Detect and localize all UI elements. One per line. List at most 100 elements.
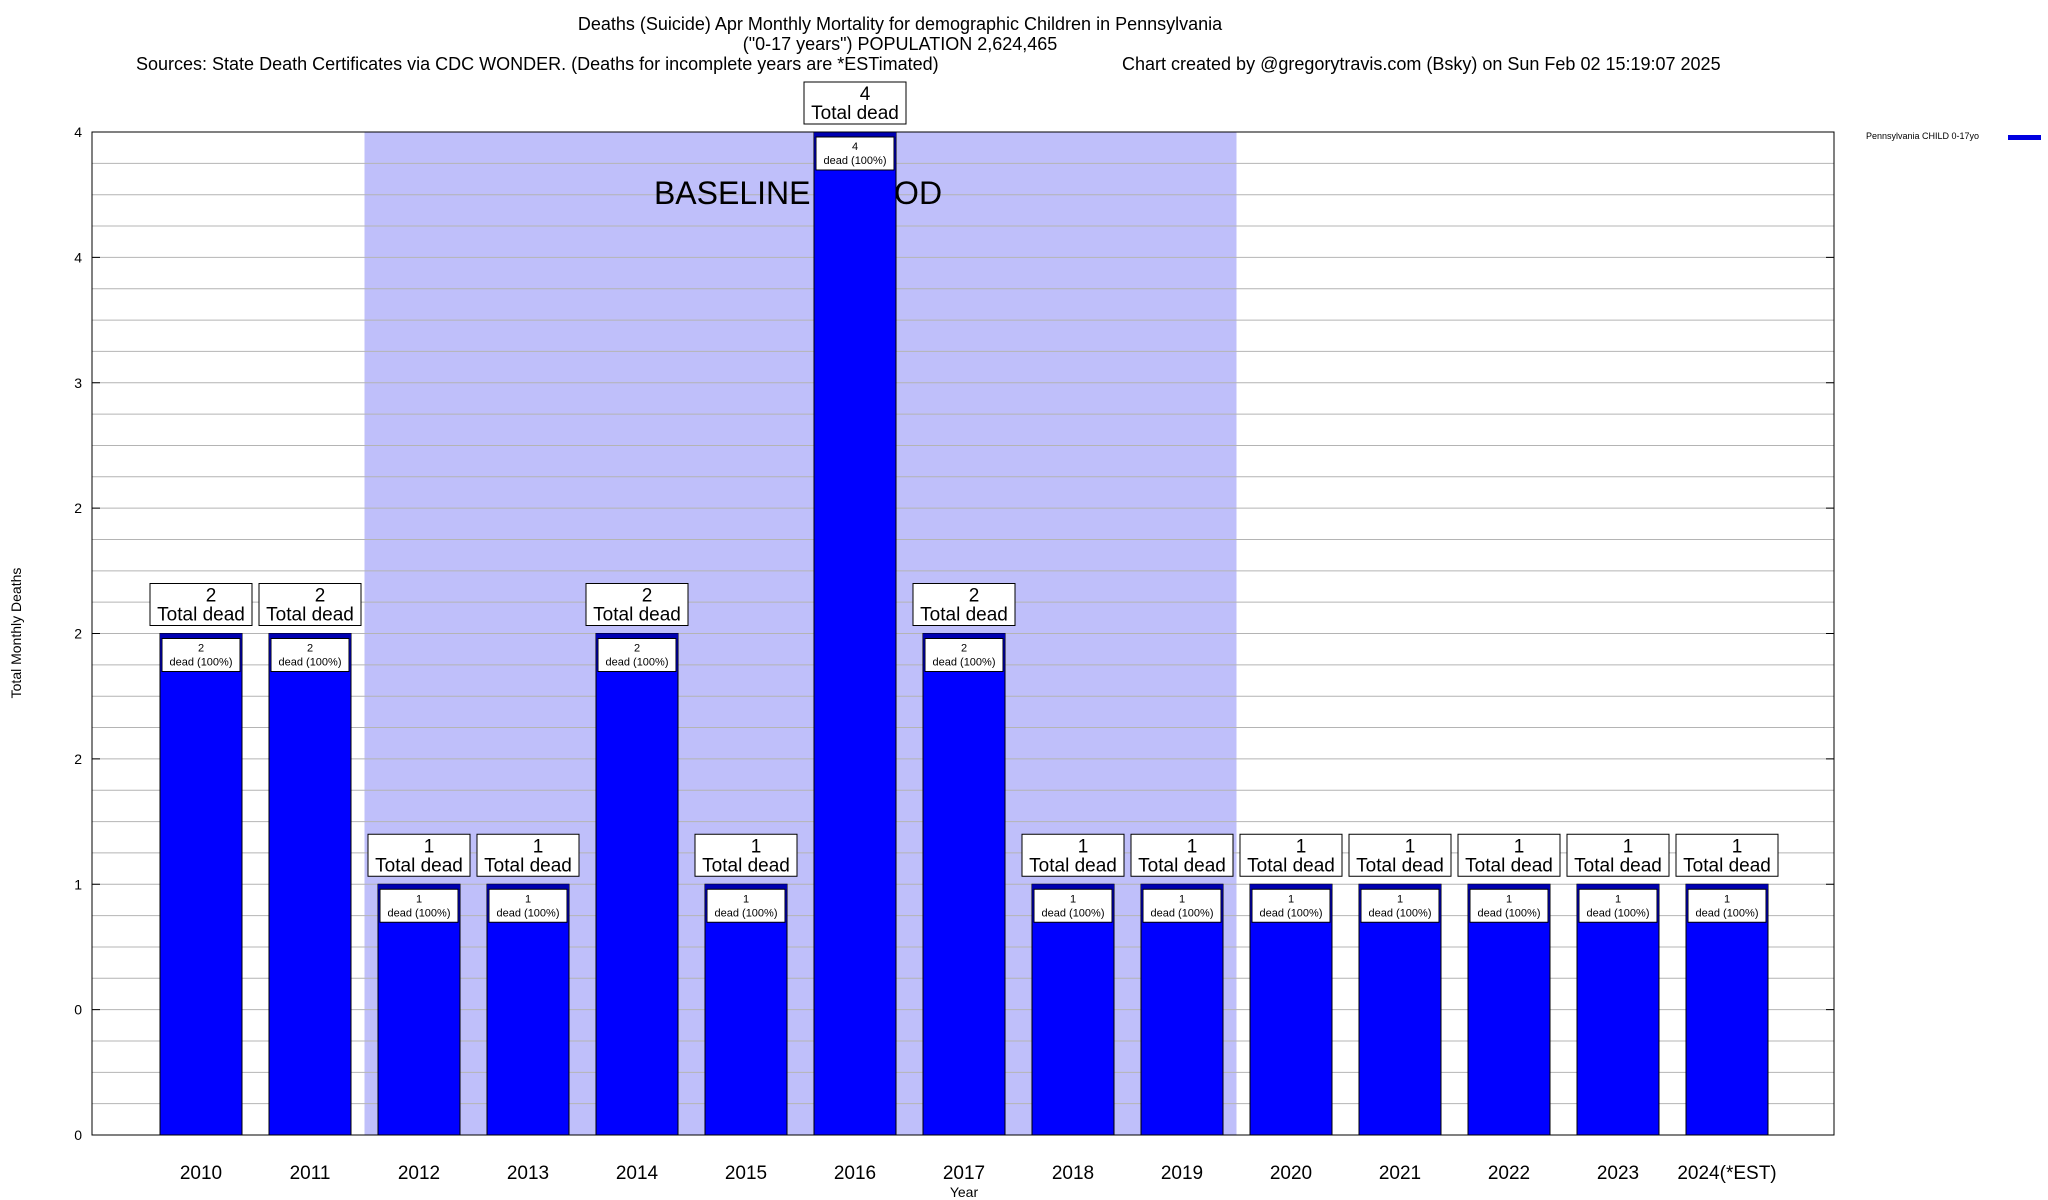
total-label-text: Total dead [702,855,790,876]
bar [1576,883,1660,1136]
total-label-box [1457,833,1561,877]
bar [1685,883,1769,1136]
inner-label-box [1687,888,1767,923]
inner-label-box [270,638,350,672]
inner-label-box [815,136,895,171]
inner-label-value: 2 [307,643,313,655]
inner-label-text: dead (100%) [497,907,560,919]
total-label-text: Total dead [1574,855,1662,876]
total-label-value: 1 [533,836,544,857]
inner-label-value: 1 [1179,893,1185,905]
x-tick-label: 2020 [1270,1163,1312,1184]
inner-label-box [1578,888,1658,923]
inner-label-value: 1 [525,893,531,905]
y-tick-label: 2 [74,626,82,642]
total-label-value: 1 [1078,836,1089,857]
y-tick-label: 2 [74,751,82,767]
y-tick-label: 4 [74,249,82,265]
inner-label-box [597,638,677,672]
inner-label-text: dead (100%) [606,657,669,669]
inner-label-box [924,638,1004,672]
baseline-label: BASELINE PERIOD [654,175,942,211]
bar [595,633,679,1136]
inner-label-text: dead (100%) [1042,907,1105,919]
bar [922,633,1006,1136]
bar [268,633,352,1136]
bar-top-band [1250,884,1332,890]
total-label-box [1021,833,1125,877]
inner-label-text: dead (100%) [279,657,342,669]
inner-label-text: dead (100%) [1478,907,1541,919]
total-label-text: Total dead [1247,855,1335,876]
x-tick-label: 2024(*EST) [1677,1163,1776,1184]
inner-label-text: dead (100%) [170,657,233,669]
total-label-text: Total dead [157,605,245,626]
total-label-box [585,583,689,626]
chart-credit: Chart created by @gregorytravis.com (Bsk… [1122,54,1721,74]
total-label-text: Total dead [266,605,354,626]
x-tick-label: 2016 [834,1163,876,1184]
y-tick-label: 0 [74,1002,82,1018]
y-tick-label: 3 [74,375,82,391]
inner-label-text: dead (100%) [1696,907,1759,919]
inner-label-value: 1 [1288,893,1294,905]
inner-label-box [1142,888,1222,923]
total-label-text: Total dead [484,855,572,876]
inner-label-text: dead (100%) [1260,907,1323,919]
inner-label-box [1360,888,1440,923]
inner-label-text: dead (100%) [715,907,778,919]
total-label-box [367,833,471,877]
total-label-box [476,833,580,877]
chart-title: Deaths (Suicide) Apr Monthly Mortality f… [577,14,1223,34]
total-label-text: Total dead [1683,855,1771,876]
inner-label-value: 1 [416,893,422,905]
x-tick-label: 2014 [616,1163,659,1184]
total-label-text: Total dead [375,855,463,876]
inner-label-text: dead (100%) [933,657,996,669]
total-label-text: Total dead [1138,855,1226,876]
inner-label-box [488,888,568,923]
bar [159,633,243,1136]
total-label-box [1348,833,1452,877]
total-label-box [1239,833,1343,877]
inner-label-value: 2 [634,643,640,655]
total-label-value: 1 [1296,836,1307,857]
legend-swatch [2008,135,2041,140]
inner-label-value: 1 [1070,893,1076,905]
inner-label-box [1469,888,1549,923]
inner-label-value: 2 [198,643,204,655]
total-label-text: Total dead [1029,855,1117,876]
inner-label-text: dead (100%) [824,155,887,167]
inner-label-text: dead (100%) [1151,907,1214,919]
bar-top-band [378,884,460,890]
total-label-value: 1 [1187,836,1198,857]
inner-label-box [1033,888,1113,923]
x-tick-label: 2010 [180,1163,222,1184]
total-label-text: Total dead [1465,855,1553,876]
total-label-value: 2 [315,586,326,607]
bar [1140,883,1224,1136]
y-tick-label: 1 [74,876,82,892]
y-tick-label: 0 [74,1127,82,1143]
x-tick-label: 2023 [1597,1163,1639,1184]
inner-label-value: 2 [961,643,967,655]
total-label-box [1675,833,1779,877]
total-label-box [149,583,253,626]
bar [704,883,788,1136]
total-label-value: 1 [751,836,762,857]
total-label-text: Total dead [593,605,681,626]
bar-top-band [1686,884,1768,890]
x-tick-label: 2012 [398,1163,440,1184]
bar-top-band [160,633,242,639]
inner-label-value: 1 [1615,893,1621,905]
x-tick-label: 2015 [725,1163,767,1184]
bar-top-band [596,633,678,639]
bar-top-band [1141,884,1223,890]
x-tick-label: 2011 [290,1163,331,1184]
plot-frame [91,131,1835,1136]
x-tick-label: 2018 [1052,1163,1094,1184]
total-label-box [912,583,1016,626]
y-axis-title: Total Monthly Deaths [8,568,24,699]
bar-top-band [487,884,569,890]
